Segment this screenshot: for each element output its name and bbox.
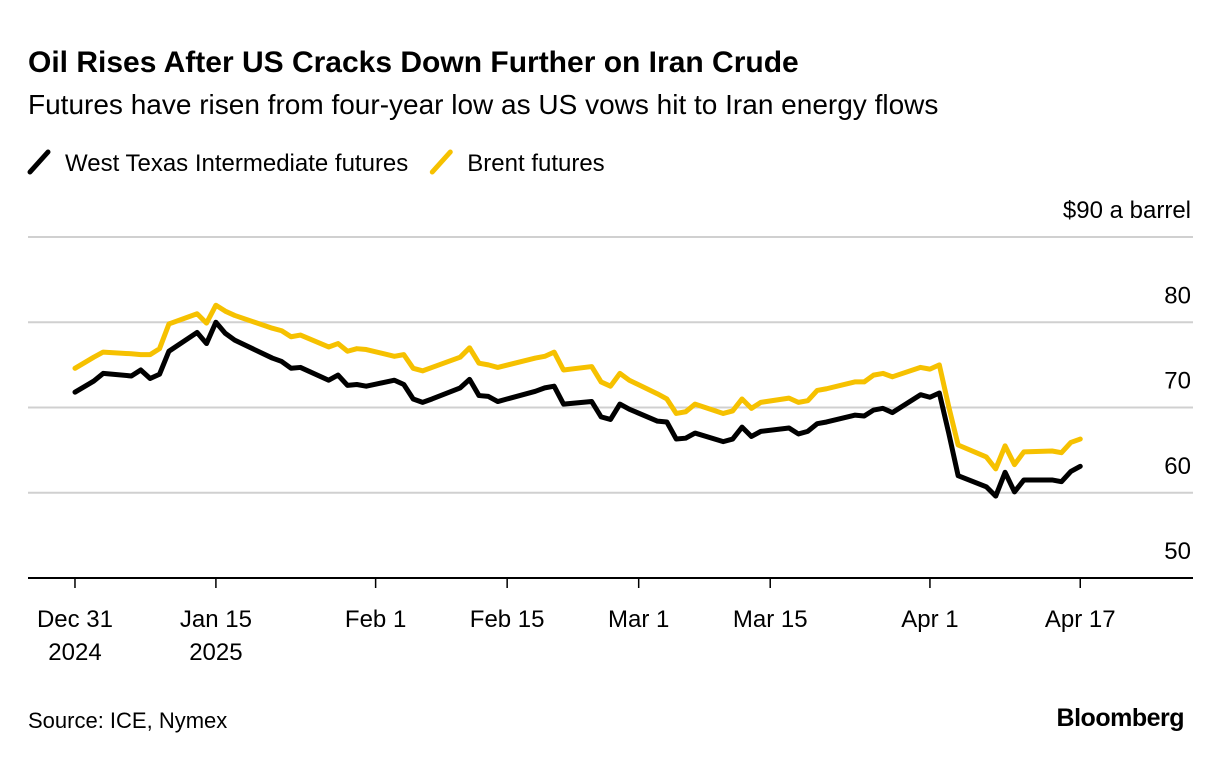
chart-title: Oil Rises After US Cracks Down Further o…	[28, 46, 799, 79]
x-tick-label: Apr 1	[901, 606, 959, 633]
x-tick-label: Apr 17	[1044, 606, 1116, 633]
y-tick-label: 80	[1164, 282, 1191, 309]
y-tick-label: 70	[1164, 368, 1191, 395]
source: Source: ICE, Nymex	[28, 708, 227, 733]
legend-swatch	[429, 149, 453, 175]
brand: Bloomberg	[1057, 704, 1184, 732]
legend-swatch	[27, 149, 51, 175]
legend-label: Brent futures	[467, 150, 604, 177]
chart-subtitle: Futures have risen from four-year low as…	[28, 89, 938, 120]
legend-label: West Texas Intermediate futures	[65, 150, 408, 177]
x-tick-label: Feb 1	[344, 606, 407, 633]
y-tick-label: 60	[1164, 453, 1191, 480]
x-tick-label: Jan 15 2025	[179, 606, 252, 666]
x-tick-label: Mar 1	[607, 606, 670, 633]
x-tick-label: Dec 31 2024	[36, 606, 113, 666]
y-tick-label: 50	[1164, 538, 1191, 565]
series-line	[72, 319, 1083, 499]
y-tick-label: $90 a barrel	[1063, 197, 1191, 224]
x-tick-label: Mar 15	[732, 606, 808, 633]
series-line	[72, 302, 1083, 472]
x-tick-label: Feb 15	[469, 606, 545, 633]
